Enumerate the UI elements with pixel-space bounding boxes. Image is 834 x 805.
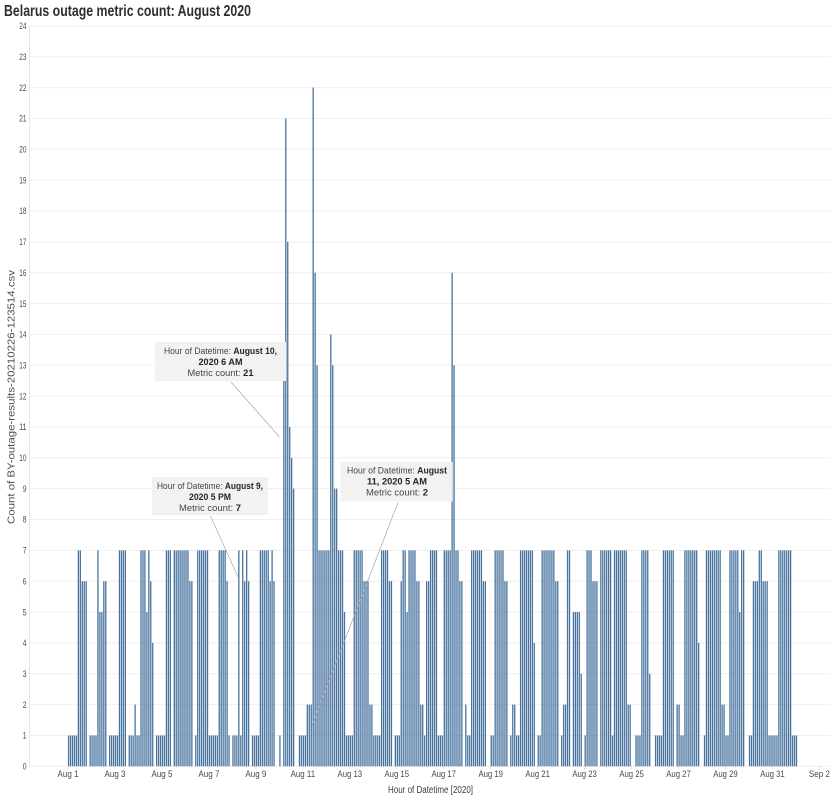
svg-text:11, 2020 5 AM: 11, 2020 5 AM (367, 477, 427, 488)
svg-text:Aug 7: Aug 7 (198, 769, 219, 780)
svg-text:2: 2 (23, 700, 27, 711)
svg-text:10: 10 (19, 453, 26, 464)
svg-text:Aug 17: Aug 17 (431, 769, 456, 780)
svg-text:Aug 3: Aug 3 (105, 769, 126, 780)
svg-text:3: 3 (23, 669, 27, 680)
svg-text:11: 11 (19, 422, 26, 433)
svg-text:Hour of Datetime [2020]: Hour of Datetime [2020] (388, 785, 473, 796)
svg-text:6: 6 (23, 576, 27, 587)
svg-text:Metric count: 7: Metric count: 7 (179, 503, 241, 514)
svg-text:17: 17 (19, 237, 26, 248)
svg-text:Aug 21: Aug 21 (525, 769, 550, 780)
svg-text:20: 20 (19, 145, 26, 156)
svg-text:0: 0 (23, 762, 27, 773)
svg-text:Aug 9: Aug 9 (245, 769, 266, 780)
svg-text:Metric count: 2: Metric count: 2 (366, 488, 428, 499)
svg-text:19: 19 (19, 175, 26, 186)
svg-text:Aug 5: Aug 5 (151, 769, 172, 780)
svg-text:Hour of Datetime: August 10,: Hour of Datetime: August 10, (164, 346, 277, 357)
svg-text:16: 16 (19, 268, 26, 279)
svg-text:Hour of Datetime: August: Hour of Datetime: August (347, 466, 448, 477)
svg-text:4: 4 (23, 638, 27, 649)
svg-text:Aug 15: Aug 15 (385, 769, 410, 780)
svg-text:24: 24 (19, 21, 26, 32)
svg-text:Hour of Datetime: August 9,: Hour of Datetime: August 9, (157, 481, 263, 492)
svg-text:Count of BY-outage-results-202: Count of BY-outage-results-20210226-1235… (7, 270, 18, 524)
svg-text:Aug 11: Aug 11 (291, 769, 316, 780)
svg-text:Aug 23: Aug 23 (572, 769, 597, 780)
svg-text:Sep 2: Sep 2 (809, 769, 830, 780)
svg-text:Aug 29: Aug 29 (713, 769, 738, 780)
svg-text:7: 7 (23, 546, 27, 557)
svg-text:2020 6 AM: 2020 6 AM (199, 357, 243, 368)
svg-text:14: 14 (19, 330, 26, 341)
svg-text:18: 18 (19, 206, 26, 217)
svg-text:Metric count: 21: Metric count: 21 (188, 368, 255, 379)
svg-text:Aug 31: Aug 31 (760, 769, 785, 780)
svg-text:Aug 27: Aug 27 (666, 769, 691, 780)
svg-text:Aug 13: Aug 13 (338, 769, 363, 780)
svg-text:Aug 19: Aug 19 (478, 769, 503, 780)
svg-text:21: 21 (19, 114, 26, 125)
svg-text:23: 23 (19, 52, 26, 63)
svg-text:9: 9 (23, 484, 27, 495)
svg-text:12: 12 (19, 391, 26, 402)
svg-text:8: 8 (23, 515, 27, 526)
svg-text:5: 5 (23, 607, 27, 618)
svg-text:15: 15 (19, 299, 26, 310)
svg-text:1: 1 (23, 731, 27, 742)
svg-text:22: 22 (19, 83, 26, 94)
svg-text:Belarus outage metric count: A: Belarus outage metric count: August 2020 (4, 3, 251, 20)
svg-text:13: 13 (19, 360, 26, 371)
svg-text:Aug 1: Aug 1 (58, 769, 79, 780)
svg-text:Aug 25: Aug 25 (619, 769, 644, 780)
svg-text:2020 5 PM: 2020 5 PM (189, 492, 231, 503)
